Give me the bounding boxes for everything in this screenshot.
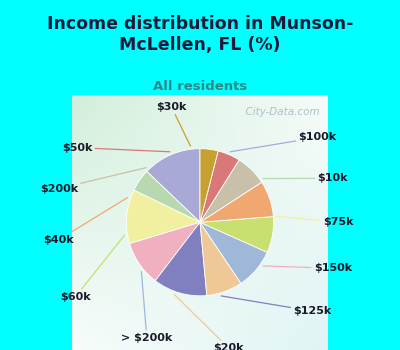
Text: $30k: $30k <box>156 102 190 146</box>
Text: $40k: $40k <box>44 198 128 245</box>
Wedge shape <box>200 149 218 222</box>
Wedge shape <box>155 222 207 296</box>
Wedge shape <box>126 190 200 244</box>
Text: $125k: $125k <box>221 296 332 316</box>
Text: $10k: $10k <box>263 173 348 183</box>
Text: $150k: $150k <box>263 263 352 273</box>
Text: $50k: $50k <box>62 143 170 153</box>
Wedge shape <box>130 222 200 281</box>
Wedge shape <box>200 160 262 222</box>
Text: $20k: $20k <box>174 294 244 350</box>
Text: Income distribution in Munson-
McLellen, FL (%): Income distribution in Munson- McLellen,… <box>47 15 353 54</box>
Wedge shape <box>200 151 239 222</box>
Wedge shape <box>147 149 200 222</box>
Wedge shape <box>200 217 274 252</box>
Text: $60k: $60k <box>60 235 124 302</box>
Text: City-Data.com: City-Data.com <box>240 107 320 117</box>
Wedge shape <box>134 172 200 222</box>
Text: $100k: $100k <box>230 132 336 152</box>
Wedge shape <box>200 182 273 222</box>
Text: All residents: All residents <box>153 80 247 93</box>
Wedge shape <box>200 222 267 284</box>
Text: $200k: $200k <box>40 168 146 194</box>
Text: $75k: $75k <box>276 216 353 227</box>
Text: > $200k: > $200k <box>121 272 172 343</box>
Wedge shape <box>200 222 241 295</box>
